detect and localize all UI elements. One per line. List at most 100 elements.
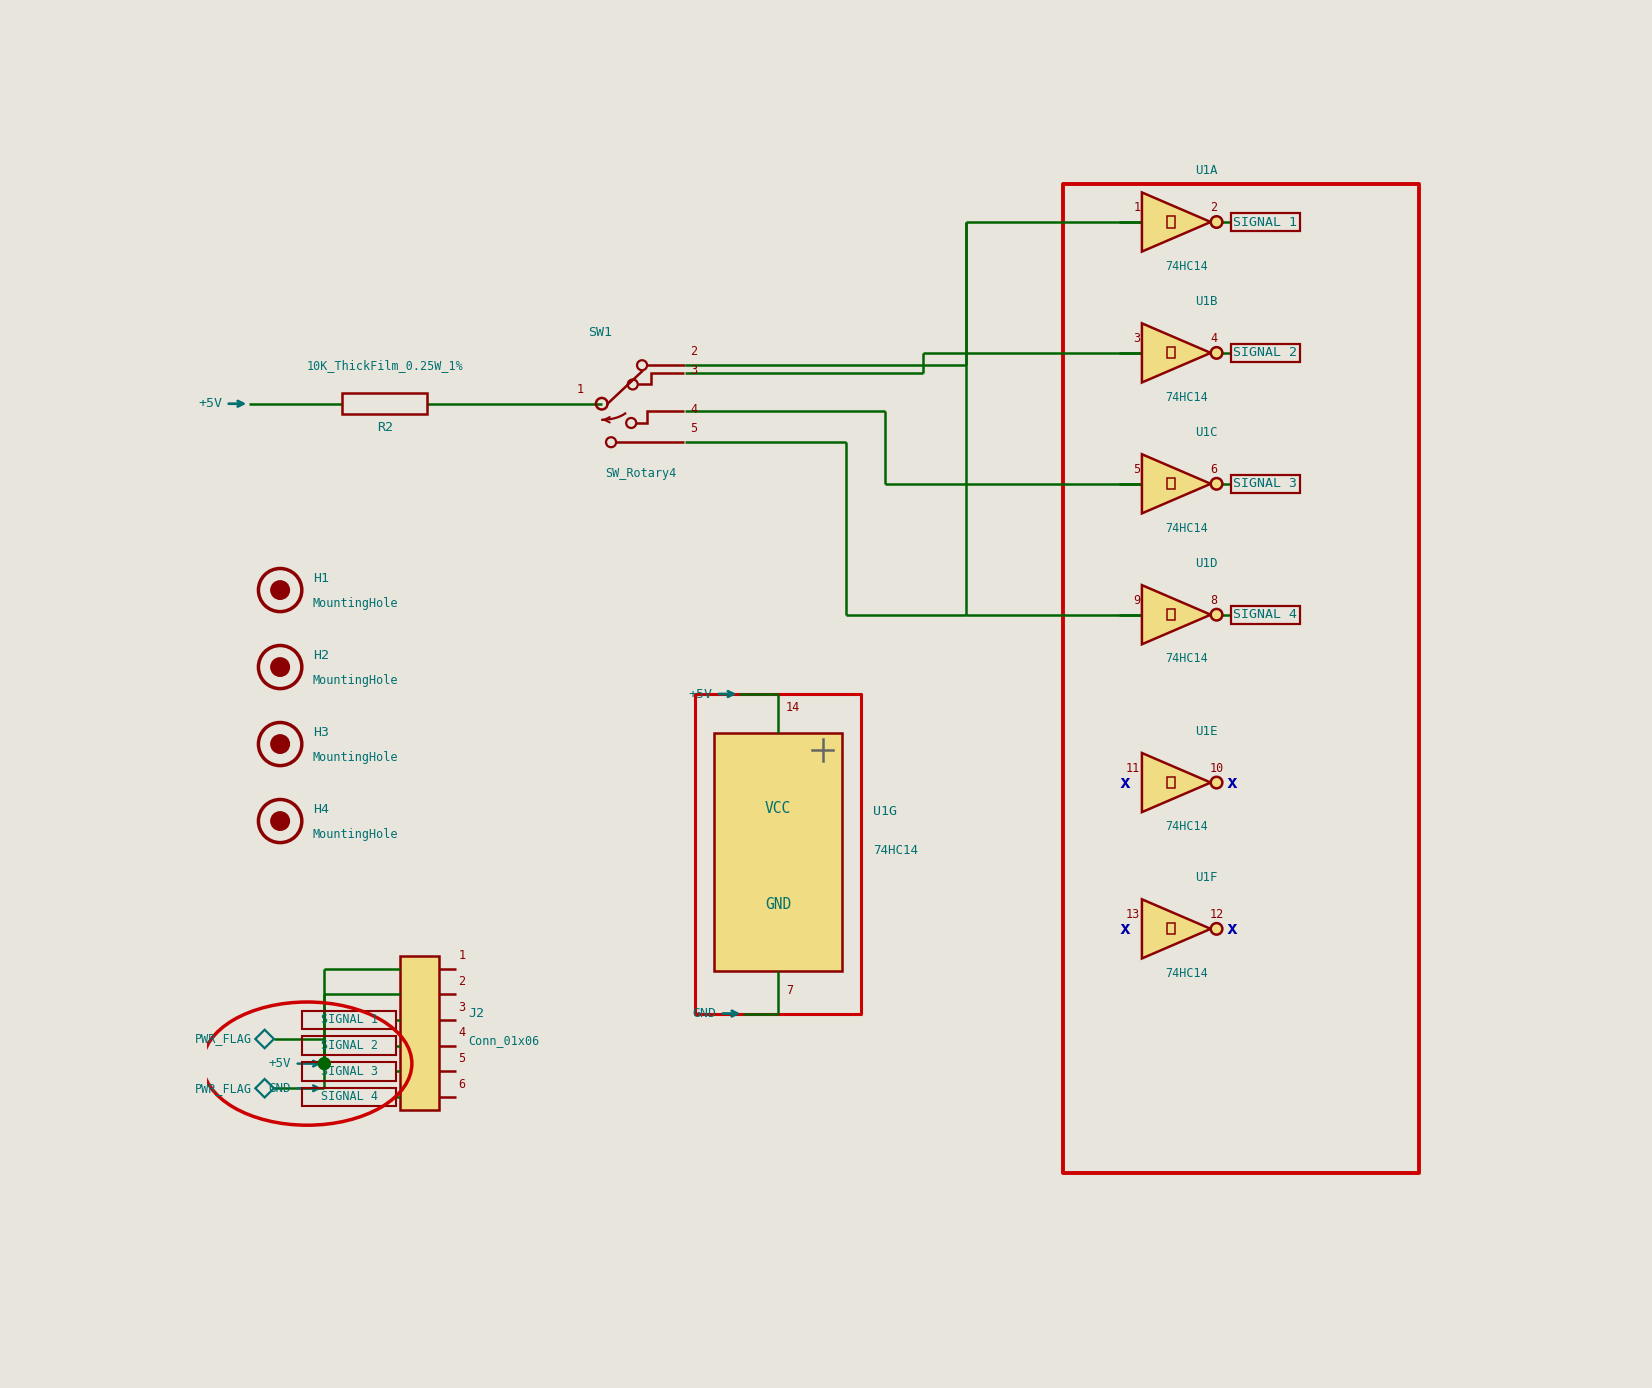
Text: Conn_01x06: Conn_01x06 [469, 1034, 540, 1047]
Text: SIGNAL 4: SIGNAL 4 [1234, 608, 1297, 622]
Text: GND: GND [692, 1008, 715, 1020]
Text: SW1: SW1 [588, 326, 611, 339]
Bar [714, 733, 843, 972]
Text: H2: H2 [312, 650, 329, 662]
Text: PWR_FLAG: PWR_FLAG [195, 1033, 251, 1045]
Text: SIGNAL 3: SIGNAL 3 [1234, 477, 1297, 490]
Polygon shape [1142, 193, 1211, 251]
Circle shape [271, 658, 289, 676]
Text: U1F: U1F [1194, 872, 1218, 884]
Text: SIGNAL 2: SIGNAL 2 [320, 1040, 378, 1052]
Text: SIGNAL 1: SIGNAL 1 [1234, 215, 1297, 229]
Text: U1D: U1D [1194, 557, 1218, 570]
Text: SIGNAL 1: SIGNAL 1 [320, 1013, 378, 1027]
Polygon shape [1142, 454, 1211, 514]
Text: U1G: U1G [872, 805, 897, 819]
Circle shape [319, 1058, 330, 1069]
Text: 74HC14: 74HC14 [1166, 260, 1208, 272]
Bar [1166, 347, 1175, 358]
Text: H1: H1 [312, 572, 329, 586]
Text: U1C: U1C [1194, 426, 1218, 439]
Text: U1E: U1E [1194, 725, 1218, 738]
Circle shape [271, 580, 289, 600]
Text: 6: 6 [458, 1077, 466, 1091]
Text: 74HC14: 74HC14 [1166, 652, 1208, 665]
Text: 2: 2 [458, 976, 466, 988]
Text: H4: H4 [312, 804, 329, 816]
Circle shape [1211, 217, 1222, 228]
Text: U1B: U1B [1194, 296, 1218, 308]
Bar [302, 1010, 396, 1030]
Circle shape [1211, 477, 1222, 490]
Text: x: x [1226, 773, 1237, 791]
Bar [302, 1037, 396, 1055]
Text: VCC: VCC [765, 801, 791, 816]
Text: 12: 12 [1209, 908, 1224, 922]
Text: SIGNAL 2: SIGNAL 2 [1234, 347, 1297, 359]
Text: GND: GND [765, 897, 791, 912]
Text: 74HC14: 74HC14 [1166, 966, 1208, 980]
Text: GND: GND [269, 1081, 291, 1095]
Text: J2: J2 [469, 1008, 484, 1020]
Text: U1A: U1A [1194, 164, 1218, 178]
Text: MountingHole: MountingHole [312, 675, 398, 687]
Polygon shape [1142, 323, 1211, 383]
Text: 6: 6 [1209, 464, 1218, 476]
Polygon shape [1142, 754, 1211, 812]
Text: +5V: +5V [689, 687, 712, 701]
Bar [302, 1088, 396, 1106]
Text: 10: 10 [1209, 762, 1224, 775]
Bar [400, 956, 439, 1110]
Circle shape [1211, 777, 1222, 788]
Text: 10K_ThickFilm_0.25W_1%: 10K_ThickFilm_0.25W_1% [306, 359, 463, 372]
Text: 74HC14: 74HC14 [1166, 390, 1208, 404]
Text: 11: 11 [1127, 762, 1140, 775]
Circle shape [1211, 923, 1222, 934]
Text: x: x [1120, 773, 1130, 791]
Bar [1166, 923, 1175, 934]
Text: PWR_FLAG: PWR_FLAG [195, 1081, 251, 1095]
Text: SIGNAL 4: SIGNAL 4 [320, 1091, 378, 1103]
Text: 4: 4 [458, 1026, 466, 1040]
Text: 9: 9 [1133, 594, 1140, 607]
Text: MountingHole: MountingHole [312, 597, 398, 609]
Text: MountingHole: MountingHole [312, 829, 398, 841]
Text: x: x [1120, 920, 1130, 938]
Text: 2: 2 [691, 346, 697, 358]
Bar [1166, 609, 1175, 620]
Text: +5V: +5V [269, 1058, 291, 1070]
Text: 5: 5 [1133, 464, 1140, 476]
Circle shape [271, 812, 289, 830]
Text: x: x [1226, 920, 1237, 938]
Polygon shape [1142, 586, 1211, 644]
Text: SIGNAL 3: SIGNAL 3 [320, 1065, 378, 1078]
Bar [1166, 479, 1175, 490]
Bar [1062, 183, 1419, 1173]
Polygon shape [1142, 899, 1211, 959]
Bar [1166, 777, 1175, 788]
Circle shape [1211, 609, 1222, 620]
Text: 74HC14: 74HC14 [1166, 820, 1208, 833]
Text: 4: 4 [691, 403, 697, 416]
Text: +5V: +5V [198, 397, 221, 411]
Text: 1: 1 [577, 383, 585, 396]
Circle shape [319, 1058, 330, 1069]
Bar [695, 694, 861, 1013]
Bar [302, 1062, 396, 1080]
Text: 7: 7 [786, 984, 793, 998]
Text: 3: 3 [458, 1001, 466, 1013]
Text: 1: 1 [458, 949, 466, 962]
Text: 74HC14: 74HC14 [1166, 522, 1208, 534]
Bar [342, 393, 428, 415]
Text: H3: H3 [312, 726, 329, 740]
Text: 1: 1 [1133, 201, 1140, 214]
Text: 5: 5 [458, 1052, 466, 1065]
Text: 13: 13 [1127, 908, 1140, 922]
Circle shape [1211, 347, 1222, 358]
Text: 74HC14: 74HC14 [872, 844, 919, 856]
Text: 4: 4 [1209, 332, 1218, 346]
Text: 2: 2 [1209, 201, 1218, 214]
Text: 5: 5 [691, 422, 697, 436]
Text: 3: 3 [1133, 332, 1140, 346]
Bar [1166, 217, 1175, 228]
